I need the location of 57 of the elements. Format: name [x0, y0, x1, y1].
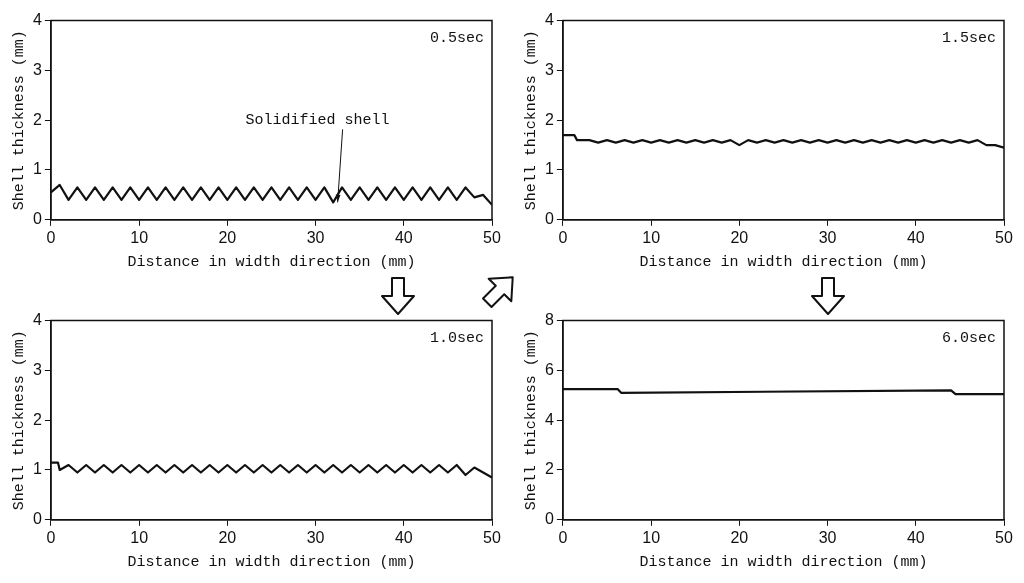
x-axis-title: Distance in width direction (mm): [127, 553, 416, 571]
x-tick-label: 10: [130, 228, 149, 246]
x-tick-label: 50: [995, 228, 1013, 246]
x-tick-label: 20: [730, 228, 749, 246]
y-axis-title: Shell thickness (mm): [10, 30, 28, 211]
y-tick-label: 2: [32, 110, 42, 128]
y-tick-label: 4: [544, 11, 554, 29]
x-tick-label: 0: [558, 228, 568, 246]
y-tick-label: 0: [32, 210, 42, 228]
x-axis-title: Distance in width direction (mm): [639, 553, 928, 571]
x-tick-label: 0: [46, 528, 56, 546]
x-tick-label: 20: [730, 528, 749, 546]
x-tick-label: 50: [995, 528, 1013, 546]
x-tick-label: 30: [306, 528, 325, 546]
text: 1.0sec: [429, 330, 484, 348]
y-tick-label: 0: [32, 510, 42, 528]
x-tick-label: 30: [818, 228, 837, 246]
x-tick-label: 40: [906, 228, 925, 246]
x-tick-label: 40: [906, 528, 925, 546]
y-axis-title: Shell thickness (mm): [522, 330, 540, 511]
text: 6.0sec: [941, 330, 996, 348]
x-tick-label: 30: [818, 528, 837, 546]
y-axis-title: Shell thickness (mm): [522, 30, 540, 211]
y-tick-label: 3: [32, 60, 42, 78]
x-axis-title: Distance in width direction (mm): [127, 253, 416, 271]
y-tick-label: 2: [544, 110, 554, 128]
y-tick-label: 3: [544, 60, 554, 78]
y-tick-label: 4: [544, 410, 554, 428]
y-tick-label: 3: [32, 360, 42, 378]
text: 1.5sec: [941, 30, 996, 48]
x-tick-label: 40: [394, 528, 413, 546]
x-tick-label: 40: [394, 228, 413, 246]
y-axis-title: Shell thickness (mm): [10, 330, 28, 511]
y-tick-label: 4: [32, 11, 42, 29]
x-tick-label: 20: [218, 228, 237, 246]
x-tick-label: 10: [130, 528, 149, 546]
x-tick-label: 10: [642, 528, 661, 546]
y-tick-label: 8: [544, 311, 554, 329]
x-tick-label: 10: [642, 228, 661, 246]
x-axis-title: Distance in width direction (mm): [639, 253, 928, 271]
y-tick-label: 0: [544, 210, 554, 228]
text: 0.5sec: [429, 30, 484, 48]
annotation: Solidified shell: [245, 111, 390, 129]
x-tick-label: 50: [483, 228, 501, 246]
y-tick-label: 1: [32, 160, 42, 178]
y-tick-label: 2: [544, 460, 554, 478]
x-tick-label: 30: [306, 228, 325, 246]
y-tick-label: 1: [544, 160, 554, 178]
y-tick-label: 6: [544, 360, 554, 378]
x-tick-label: 50: [483, 528, 501, 546]
y-tick-label: 2: [32, 410, 42, 428]
y-tick-label: 0: [544, 510, 554, 528]
y-tick-label: 4: [32, 311, 42, 329]
x-tick-label: 0: [558, 528, 568, 546]
x-tick-label: 20: [218, 528, 237, 546]
y-tick-label: 1: [32, 460, 42, 478]
x-tick-label: 0: [46, 228, 56, 246]
